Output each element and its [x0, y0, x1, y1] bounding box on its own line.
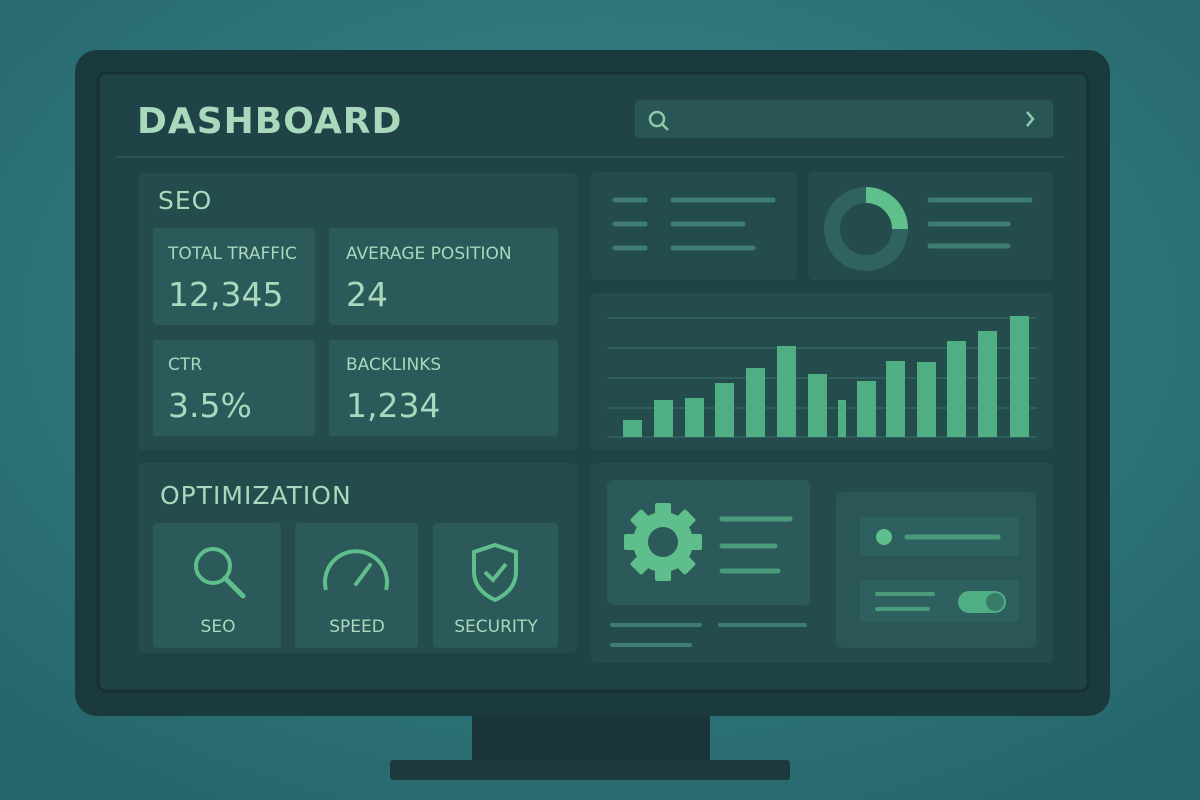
gear-lines: [719, 516, 793, 574]
gear-hole: [648, 527, 678, 557]
toggle-card: [836, 492, 1036, 648]
option-label: SPEED: [329, 617, 385, 637]
metric-value: 12,345: [168, 275, 283, 314]
donut-legend-lines: [927, 197, 1033, 249]
search-arrow: [1026, 111, 1035, 127]
metric-label: BACKLINKS: [346, 355, 441, 375]
speed-needle: [354, 563, 372, 586]
metric-value: 1,234: [346, 386, 440, 425]
speed-icon: [323, 549, 389, 591]
donut-segment: [865, 187, 908, 230]
security-icon: [472, 542, 518, 603]
metric-value: 3.5%: [168, 386, 252, 425]
stand-base: [390, 760, 790, 780]
option-label: SEO: [201, 617, 236, 637]
stand-neck: [472, 712, 710, 766]
dashboard-title: DASHBOARD: [137, 101, 402, 142]
list-lines: [612, 197, 776, 251]
search-bar[interactable]: [635, 100, 1053, 138]
toggle-knob: [986, 593, 1004, 611]
search-icon: [648, 110, 666, 128]
footer-lines: [610, 623, 807, 647]
option-label: SECURITY: [454, 617, 538, 637]
metric-label: TOTAL TRAFFIC: [167, 244, 297, 264]
security-check: [483, 562, 508, 583]
metric-value: 24: [346, 275, 388, 314]
toggle-lines: [875, 592, 935, 611]
metric-label: CTR: [168, 355, 202, 375]
metric-card: [153, 340, 315, 436]
metric-label: AVERAGE POSITION: [346, 244, 512, 264]
radio-dot: [876, 529, 892, 545]
metric-card: [153, 228, 315, 325]
optimization-title: OPTIMIZATION: [160, 481, 352, 510]
chart-bars: [623, 316, 1029, 437]
seo-icon: [194, 547, 232, 585]
chart-panel: [591, 293, 1053, 450]
metric-card: [329, 340, 558, 436]
search-icon-handle: [661, 123, 669, 131]
option-card[interactable]: [433, 523, 558, 648]
seo-title: SEO: [158, 186, 212, 215]
option-card[interactable]: [153, 523, 281, 648]
seo-icon-handle: [222, 575, 246, 599]
metric-card: [329, 228, 558, 325]
